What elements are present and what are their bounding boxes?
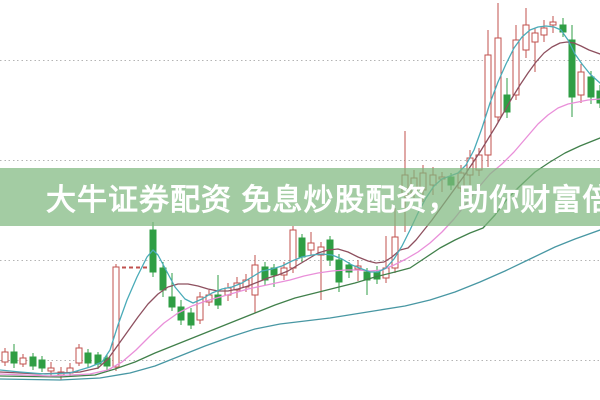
- candle-body: [549, 21, 557, 26]
- candle-body: [484, 54, 492, 156]
- candle-body: [345, 264, 353, 273]
- candle-body: [159, 267, 167, 291]
- ma-line-ma_maroon: [0, 41, 600, 375]
- ma-line-ma_fast_cyan: [0, 25, 600, 375]
- candle-body: [84, 352, 92, 364]
- ma-line-ma_slow_teal: [0, 229, 600, 381]
- ad-banner: 大牛证券配资 免息炒股配资，助你财富倍增: [0, 168, 600, 226]
- candle-body: [112, 266, 120, 368]
- candle-body: [214, 294, 222, 306]
- candle-body: [503, 94, 511, 113]
- candle-body: [177, 306, 185, 321]
- candle-body: [10, 351, 18, 364]
- candle-body: [531, 32, 539, 43]
- candle-body: [298, 237, 306, 258]
- candle-body: [494, 37, 502, 118]
- candle-body: [596, 90, 600, 104]
- candle-body: [29, 356, 37, 367]
- candle-body: [75, 347, 83, 364]
- candle-body: [38, 359, 46, 369]
- candle-body: [261, 266, 269, 281]
- candle-body: [587, 76, 595, 98]
- candle-body: [540, 27, 548, 36]
- candle-body: [168, 296, 176, 308]
- candle-body: [307, 242, 315, 251]
- candle-body: [522, 24, 530, 51]
- candle-body: [187, 312, 195, 326]
- candle-body: [47, 367, 55, 372]
- candle-body: [1, 351, 9, 363]
- candle-body: [512, 39, 520, 96]
- candle-body: [289, 229, 297, 269]
- candle-body: [568, 39, 576, 98]
- candle-body: [149, 229, 157, 273]
- candle-body: [19, 357, 27, 365]
- candle-body: [577, 71, 585, 96]
- candle-body: [196, 296, 204, 321]
- candle-body: [251, 264, 259, 296]
- ma-line-ma_pink: [0, 98, 600, 377]
- ad-banner-text: 大牛证券配资 免息炒股配资，助你财富倍增: [46, 184, 600, 217]
